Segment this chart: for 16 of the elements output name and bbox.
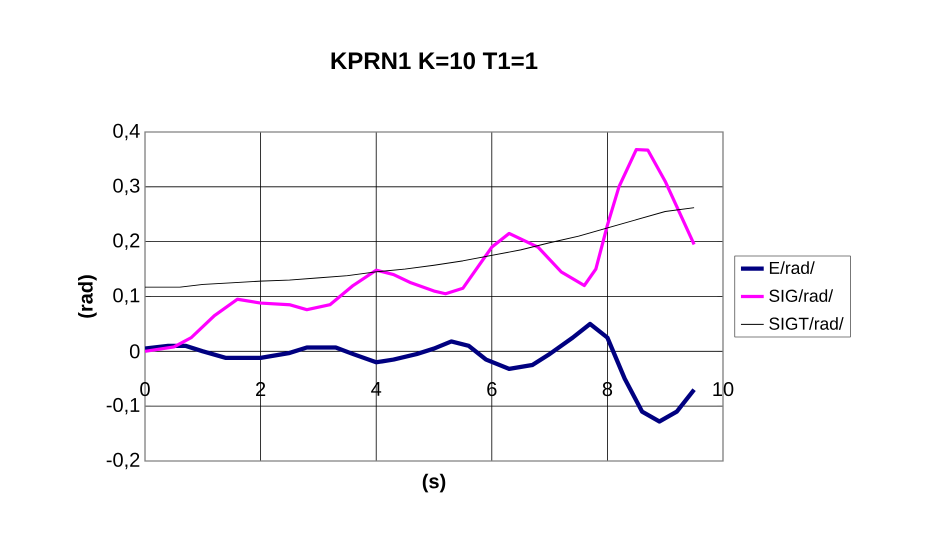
x-tick-label: 10 (713, 382, 734, 396)
y-tick-label: -0,1 (106, 398, 140, 414)
y-tick-label: 0,1 (113, 288, 140, 305)
line-series (145, 148, 696, 353)
y-tick-label: 0 (130, 344, 140, 358)
y-tick-label: 0,2 (113, 233, 140, 250)
x-tick-label: 0 (140, 382, 150, 396)
x-axis-title: (s) (422, 474, 446, 492)
y-tick-label: -0,2 (106, 452, 140, 470)
legend-label: E/rad/ (770, 261, 815, 274)
y-axis-title: (rad) (78, 275, 97, 318)
chart-title: KPRN1 K=10 T1=1 (332, 52, 538, 70)
y-tick-label: 0,4 (113, 124, 140, 140)
legend-label: SIGT/rad/ (769, 317, 844, 330)
legend-label: SIG/rad/ (769, 289, 834, 302)
y-tick-label: 0,3 (113, 178, 140, 196)
